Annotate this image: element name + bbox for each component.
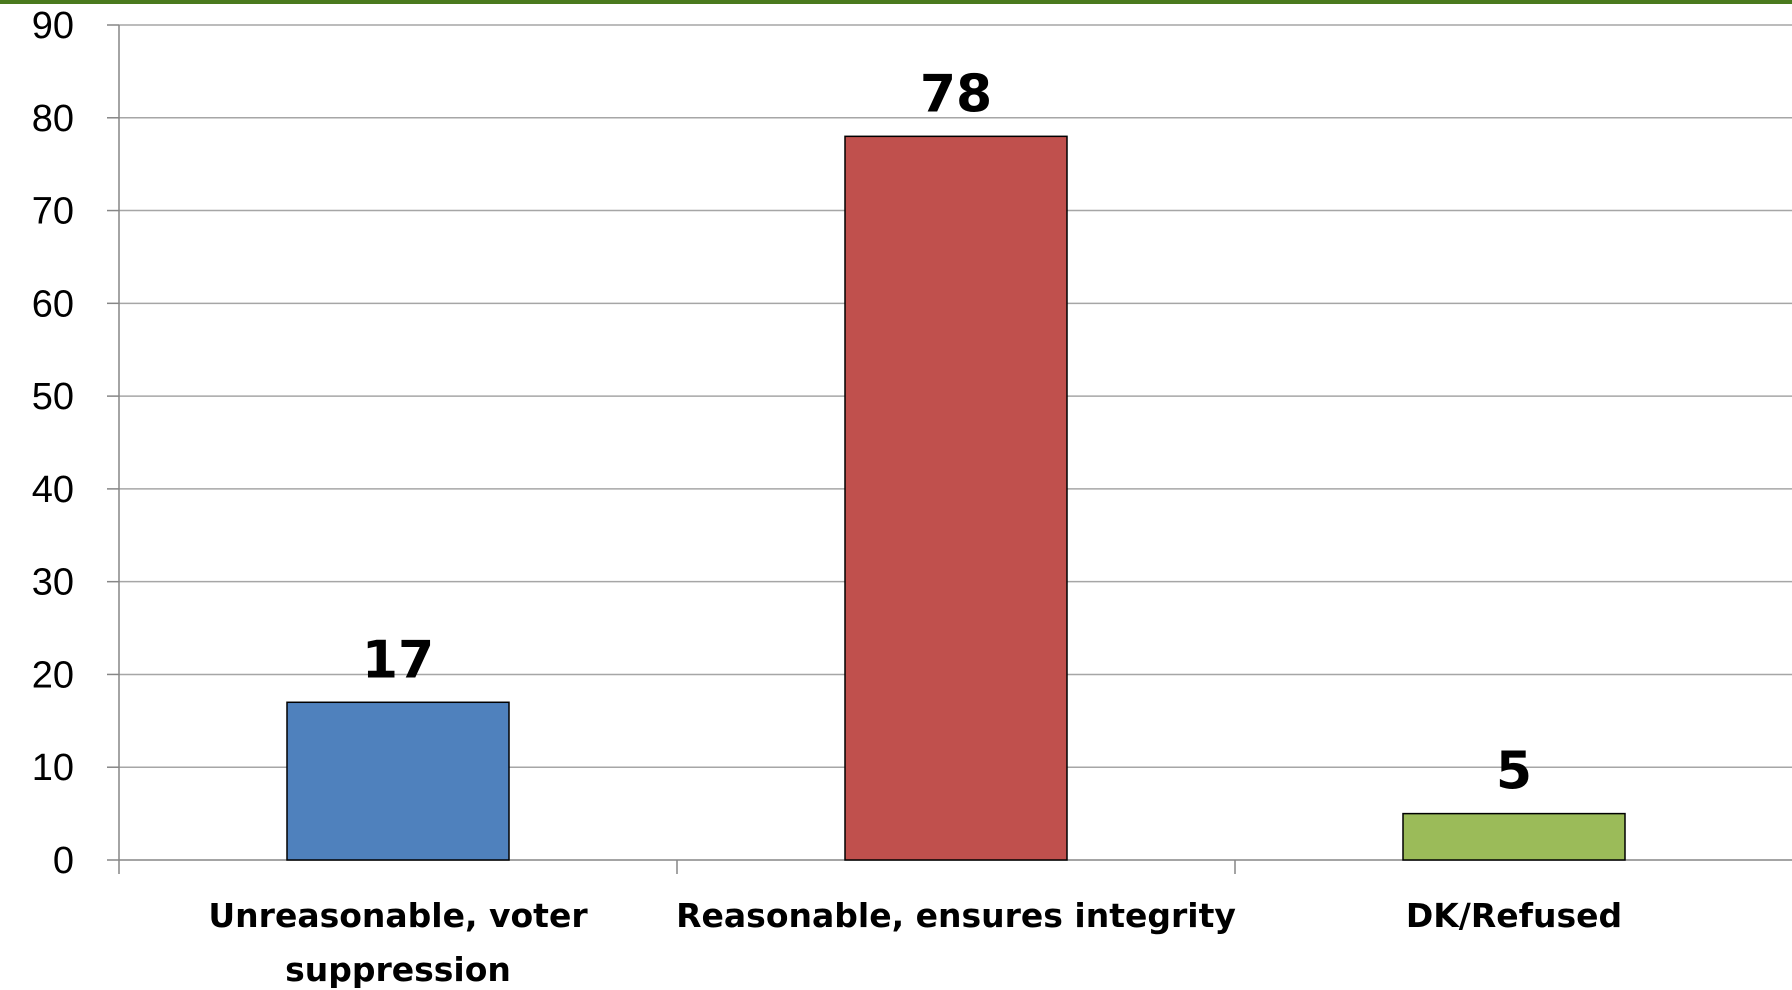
data-label: 5 [1496,742,1532,802]
bars [286,135,1626,861]
data-labels: 17 78 5 [362,64,1532,801]
y-tick-label: 90 [32,5,74,47]
bar [844,135,1068,861]
category-label: Unreasonable, voter suppression [208,896,588,989]
category-label: DK/Refused [1406,896,1622,935]
top-accent-rule [0,0,1792,4]
y-tick-label: 10 [32,747,74,789]
y-tick-label: 70 [32,191,74,233]
bar [1402,812,1626,861]
y-tick-label: 80 [32,98,74,140]
category-label: Reasonable, ensures integrity [676,896,1236,935]
y-tick-label: 20 [32,654,74,696]
y-tick-label: 40 [32,469,74,511]
y-tick-label: 0 [53,840,74,882]
data-label: 78 [920,64,992,124]
y-tick-label: 60 [32,283,74,325]
data-label: 17 [362,630,434,690]
bar [286,701,510,861]
y-axis: 0 10 20 30 40 50 60 70 80 90 [32,5,120,882]
y-tick-label: 30 [32,562,74,604]
gridlines [119,24,1792,768]
y-tick-label: 50 [32,376,74,418]
x-axis [119,859,1792,874]
category-labels: Unreasonable, voter suppression Reasonable… [208,896,1622,989]
